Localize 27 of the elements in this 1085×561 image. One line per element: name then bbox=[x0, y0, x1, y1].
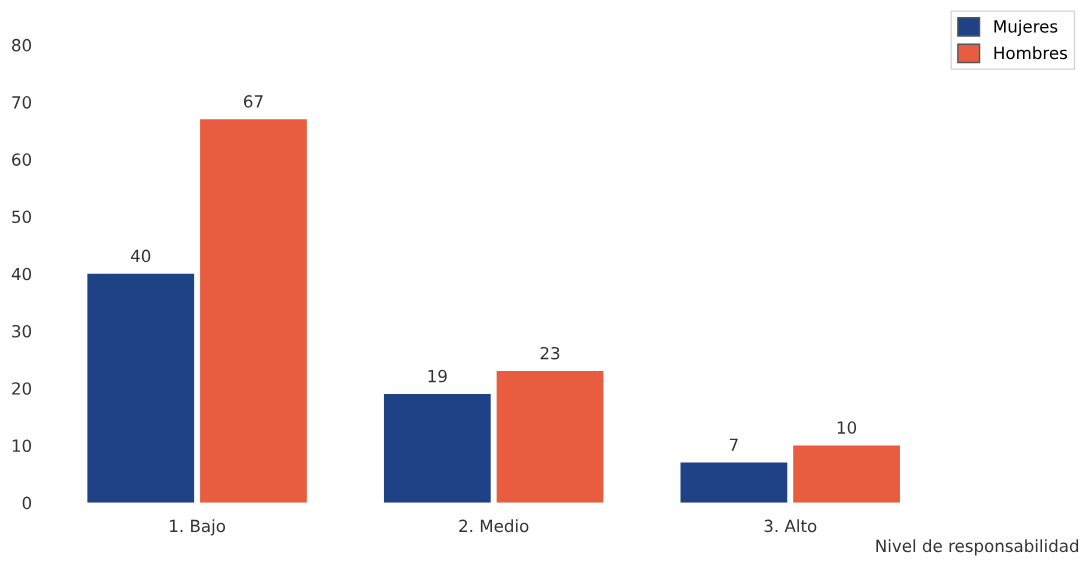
y-tick-label: 50 bbox=[12, 210, 32, 224]
data-label: 7 bbox=[729, 438, 738, 451]
x-tick-label: 2. Medio bbox=[459, 519, 529, 533]
data-label: 19 bbox=[428, 369, 447, 383]
data-label: 10 bbox=[837, 421, 857, 434]
bar bbox=[87, 273, 195, 503]
data-label: 67 bbox=[244, 95, 263, 108]
legend-label: Mujeres bbox=[994, 19, 1058, 36]
y-tick-label: 80 bbox=[12, 38, 32, 52]
bar bbox=[496, 371, 604, 503]
bar bbox=[200, 119, 307, 503]
data-label: 40 bbox=[130, 249, 151, 263]
bar bbox=[383, 393, 491, 503]
y-tick-label: 0 bbox=[22, 496, 32, 510]
y-tick-label: 60 bbox=[12, 153, 32, 166]
x-axis-title: Nivel de responsabilidad bbox=[876, 539, 1079, 556]
bar bbox=[680, 462, 788, 503]
x-tick-label: 3. Alto bbox=[764, 519, 817, 533]
y-tick-label: 10 bbox=[12, 439, 32, 452]
y-tick-label: 30 bbox=[12, 324, 32, 338]
bar bbox=[793, 445, 900, 503]
x-tick-label: 1. Bajo bbox=[170, 519, 226, 536]
legend-label: Hombres bbox=[994, 46, 1068, 60]
data-label: 23 bbox=[540, 346, 560, 360]
y-tick-label: 70 bbox=[12, 96, 32, 109]
y-tick-label: 40 bbox=[11, 267, 32, 281]
y-tick-label: 20 bbox=[12, 382, 32, 395]
